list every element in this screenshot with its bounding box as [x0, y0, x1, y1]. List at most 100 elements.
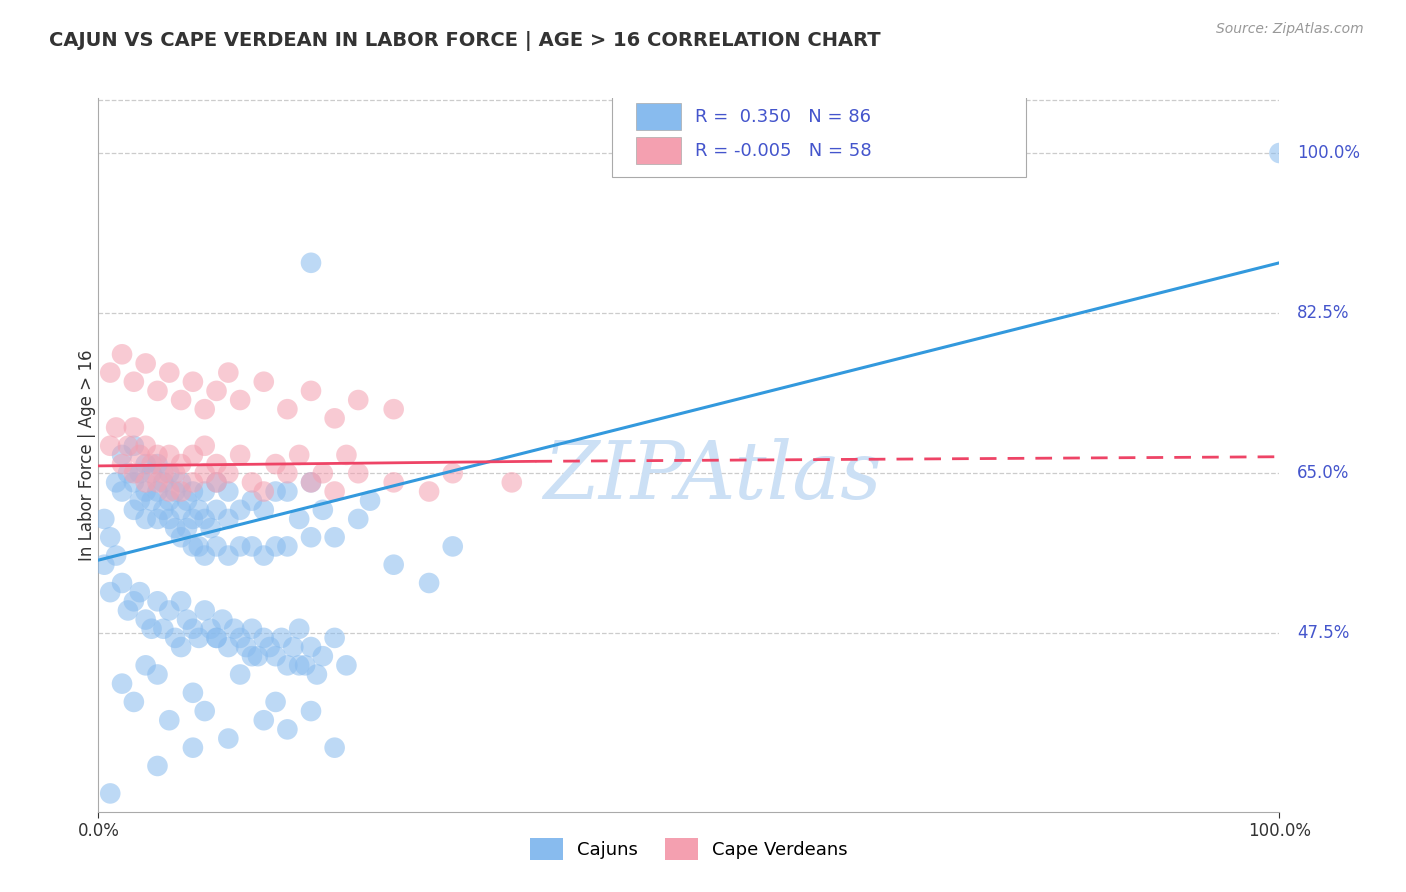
- Text: 100.0%: 100.0%: [1298, 144, 1360, 162]
- Point: [122, 475, 145, 490]
- Point: [170, 640, 193, 654]
- Point: [117, 439, 139, 453]
- Point: [240, 649, 263, 664]
- Point: [382, 558, 405, 572]
- Point: [98, 585, 121, 599]
- Point: [240, 475, 263, 490]
- Point: [441, 540, 464, 554]
- Point: [165, 484, 187, 499]
- Text: 47.5%: 47.5%: [1298, 624, 1350, 642]
- Point: [200, 622, 222, 636]
- Point: [253, 713, 276, 727]
- Point: [194, 512, 217, 526]
- Point: [98, 786, 121, 800]
- Point: [229, 503, 252, 517]
- Point: [205, 475, 228, 490]
- Point: [253, 484, 276, 499]
- Point: [229, 540, 252, 554]
- Point: [1268, 146, 1291, 161]
- Point: [276, 540, 298, 554]
- Text: Source: ZipAtlas.com: Source: ZipAtlas.com: [1216, 22, 1364, 37]
- Point: [270, 631, 292, 645]
- Point: [194, 484, 217, 499]
- Point: [217, 640, 239, 654]
- Point: [224, 622, 246, 636]
- Point: [93, 558, 115, 572]
- Point: [299, 475, 322, 490]
- Point: [240, 493, 263, 508]
- Point: [217, 512, 239, 526]
- Text: 65.0%: 65.0%: [1298, 464, 1350, 483]
- Point: [194, 704, 217, 718]
- Point: [299, 640, 322, 654]
- Point: [141, 493, 163, 508]
- Point: [128, 493, 150, 508]
- Point: [146, 475, 169, 490]
- Point: [205, 631, 228, 645]
- Point: [312, 467, 335, 481]
- Point: [165, 521, 187, 535]
- Point: [276, 467, 298, 481]
- Point: [170, 457, 193, 471]
- Point: [382, 475, 405, 490]
- Point: [276, 658, 298, 673]
- Point: [135, 439, 157, 453]
- Point: [276, 484, 298, 499]
- Point: [105, 549, 128, 563]
- Point: [288, 658, 311, 673]
- Point: [122, 503, 145, 517]
- Point: [146, 512, 169, 526]
- Point: [128, 585, 150, 599]
- Legend: Cajuns, Cape Verdeans: Cajuns, Cape Verdeans: [523, 830, 855, 867]
- Point: [187, 540, 209, 554]
- Point: [229, 392, 252, 407]
- Point: [288, 448, 311, 462]
- Point: [288, 622, 311, 636]
- Point: [135, 356, 157, 370]
- Point: [181, 475, 204, 490]
- Point: [305, 667, 328, 681]
- FancyBboxPatch shape: [636, 103, 681, 130]
- Point: [347, 512, 370, 526]
- Point: [240, 540, 263, 554]
- Point: [152, 622, 174, 636]
- Point: [194, 603, 217, 617]
- Point: [323, 484, 346, 499]
- Point: [157, 713, 180, 727]
- Point: [135, 613, 157, 627]
- Point: [187, 503, 209, 517]
- Point: [299, 704, 322, 718]
- Point: [264, 457, 287, 471]
- Point: [335, 448, 357, 462]
- Point: [135, 475, 157, 490]
- Point: [157, 448, 180, 462]
- Point: [217, 484, 239, 499]
- Point: [122, 439, 145, 453]
- Point: [323, 530, 346, 544]
- Point: [176, 521, 198, 535]
- Point: [359, 493, 381, 508]
- Point: [122, 594, 145, 608]
- Point: [152, 503, 174, 517]
- Point: [253, 631, 276, 645]
- Point: [194, 402, 217, 417]
- Point: [205, 475, 228, 490]
- Point: [347, 392, 370, 407]
- Point: [264, 649, 287, 664]
- Point: [194, 439, 217, 453]
- Point: [135, 512, 157, 526]
- Point: [135, 484, 157, 499]
- Point: [264, 540, 287, 554]
- Point: [93, 512, 115, 526]
- Point: [146, 759, 169, 773]
- Point: [98, 530, 121, 544]
- Point: [111, 347, 134, 361]
- Point: [235, 640, 257, 654]
- Point: [205, 540, 228, 554]
- Point: [111, 457, 134, 471]
- Point: [299, 256, 322, 270]
- Point: [141, 467, 163, 481]
- Text: CAJUN VS CAPE VERDEAN IN LABOR FORCE | AGE > 16 CORRELATION CHART: CAJUN VS CAPE VERDEAN IN LABOR FORCE | A…: [49, 31, 880, 51]
- Point: [128, 448, 150, 462]
- Point: [181, 375, 204, 389]
